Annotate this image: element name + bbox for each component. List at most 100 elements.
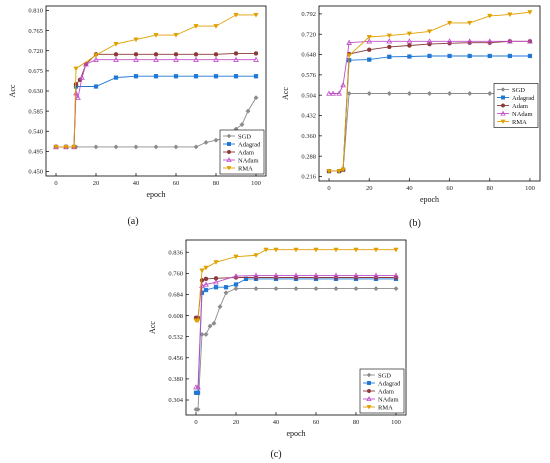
- legend-swatch-marker: [226, 157, 232, 162]
- data-point: [426, 90, 433, 97]
- data-point: [193, 144, 199, 150]
- x-tick-label: 100: [251, 180, 261, 187]
- legend-swatch-marker: [500, 103, 506, 108]
- data-point: [386, 38, 393, 44]
- x-tick-label: 80: [213, 180, 220, 187]
- data-point: [173, 144, 179, 150]
- legend-entry: Adagrad: [378, 380, 401, 387]
- y-tick-label: 0.648: [301, 52, 316, 59]
- data-point: [373, 247, 379, 253]
- data-point: [467, 20, 473, 26]
- data-point: [447, 53, 452, 59]
- data-point: [173, 56, 179, 62]
- data-point: [467, 53, 472, 59]
- data-point: [213, 56, 219, 62]
- data-point: [426, 38, 433, 44]
- data-point: [63, 144, 69, 150]
- y-tick-label: 0.304: [168, 397, 183, 404]
- data-point: [253, 95, 259, 101]
- data-point: [73, 90, 79, 96]
- x-tick-label: 40: [133, 180, 140, 187]
- data-point: [233, 254, 239, 260]
- data-point: [199, 278, 205, 283]
- plot-frame: [318, 5, 541, 182]
- data-point: [293, 286, 299, 292]
- data-point: [393, 286, 399, 292]
- panel-c: 0 20 40 60 80 100 0.304 0.380 0.456 0.532 0.608 0.6…: [148, 239, 407, 460]
- data-point: [173, 33, 179, 38]
- data-point: [406, 31, 413, 37]
- data-point: [253, 51, 259, 56]
- x-tick-label: 100: [391, 419, 401, 426]
- data-point: [340, 82, 346, 88]
- legend-swatch-marker: [366, 396, 372, 401]
- series-rma: [53, 12, 259, 150]
- x-tick-label: 100: [525, 185, 535, 192]
- data-point: [113, 52, 119, 57]
- y-tick-label: 0.675: [28, 68, 43, 75]
- data-point: [233, 286, 239, 292]
- data-point: [203, 281, 209, 287]
- legend-entry: Adagrad: [512, 95, 535, 102]
- series-nadam: [193, 272, 399, 390]
- data-point: [293, 247, 299, 253]
- x-tick-label: 0: [327, 185, 330, 192]
- data-point: [387, 54, 392, 59]
- legend-entry: RMA: [378, 404, 393, 411]
- data-point: [211, 320, 217, 326]
- data-point: [366, 47, 372, 52]
- data-point: [373, 272, 379, 278]
- data-point: [273, 247, 279, 253]
- data-point: [326, 90, 332, 96]
- x-tick-label: 40: [273, 419, 280, 426]
- data-point: [313, 272, 319, 278]
- data-point: [313, 247, 319, 253]
- data-point: [233, 12, 239, 18]
- data-point: [233, 51, 239, 56]
- x-tick-label: 60: [446, 185, 453, 192]
- data-point: [386, 90, 392, 97]
- data-point: [213, 52, 219, 57]
- data-point: [173, 74, 179, 79]
- data-point: [245, 108, 251, 114]
- data-point: [153, 56, 159, 62]
- data-point: [93, 56, 99, 62]
- y-tick-label: 0.630: [28, 88, 43, 95]
- legend-entry: Adagrad: [238, 141, 261, 148]
- data-point: [393, 247, 399, 253]
- series-adam: [193, 275, 399, 321]
- data-point: [253, 272, 259, 278]
- x-tick-label: 60: [173, 180, 180, 187]
- data-point: [446, 38, 453, 44]
- data-point: [406, 90, 412, 97]
- data-point: [467, 90, 473, 97]
- data-point: [239, 121, 245, 128]
- data-point: [153, 74, 159, 79]
- y-tick-label: 0.720: [301, 31, 316, 38]
- panel-label: (b): [409, 218, 421, 229]
- y-tick-label: 0.585: [28, 108, 43, 115]
- y-tick-label: 0.532: [168, 334, 183, 341]
- data-point: [487, 13, 493, 19]
- data-point: [326, 169, 332, 174]
- data-point: [353, 272, 359, 278]
- data-point: [213, 285, 219, 290]
- legend-swatch-marker: [367, 381, 371, 385]
- x-tick-label: 80: [487, 185, 494, 192]
- y-tick-label: 0.495: [28, 149, 43, 156]
- data-point: [407, 43, 412, 48]
- data-point: [367, 57, 372, 62]
- x-tick-label: 20: [366, 185, 373, 192]
- data-point: [346, 53, 352, 59]
- data-point: [506, 38, 513, 44]
- data-point: [153, 144, 159, 150]
- data-point: [71, 144, 77, 150]
- data-point: [253, 253, 259, 258]
- data-point: [203, 139, 209, 146]
- data-point: [79, 74, 85, 80]
- data-point: [133, 52, 139, 57]
- y-tick-label: 0.504: [301, 92, 316, 99]
- data-point: [213, 279, 219, 285]
- data-point: [427, 53, 432, 59]
